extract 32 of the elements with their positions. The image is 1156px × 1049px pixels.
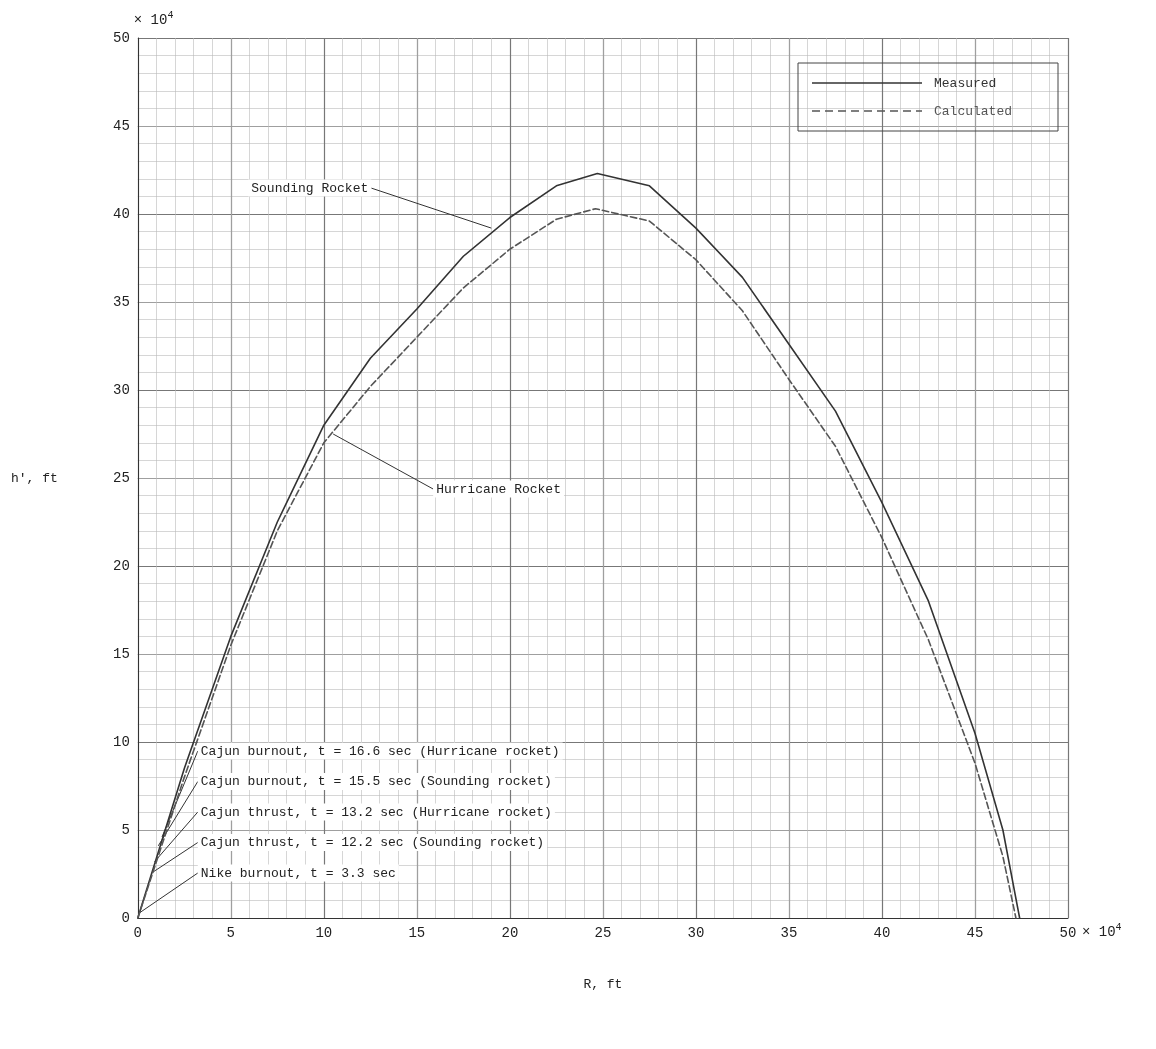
x-tick-label: 0 — [133, 925, 143, 941]
y-tick-label: 35 — [113, 294, 130, 310]
y-tick-label: 30 — [113, 382, 130, 398]
y-axis-title: h', ft — [11, 470, 58, 486]
y-tick-label: 15 — [113, 646, 130, 662]
x-axis-title: R, ft — [583, 977, 623, 992]
x-tick-label: 5 — [226, 925, 236, 941]
annotation: Cajun thrust, t = 12.2 sec (Sounding rocket) — [200, 835, 545, 850]
x-tick-label: 35 — [780, 925, 798, 941]
y-tick-label: 50 — [113, 30, 130, 46]
x-tick-label: 40 — [873, 925, 891, 941]
y-tick-label: 25 — [113, 470, 130, 486]
x-tick-label: 50 — [1059, 925, 1077, 941]
y-tick-label: 10 — [113, 734, 130, 750]
x-tick-label: 25 — [594, 925, 612, 941]
y-tick-label: 40 — [113, 206, 130, 222]
annotation: Sounding Rocket — [251, 180, 369, 196]
x-tick-label: 10 — [315, 925, 333, 941]
annotation: Hurricane Rocket — [436, 481, 561, 497]
annotation: Cajun burnout, t = 16.6 sec (Hurricane rocket) — [200, 743, 560, 759]
text: Measured — [934, 75, 997, 91]
y-tick-label: 0 — [121, 910, 130, 926]
y-tick-label: 45 — [113, 118, 130, 134]
y-tick-label: 5 — [121, 822, 130, 838]
x-tick-label: 20 — [501, 925, 519, 941]
annotation: Cajun burnout, t = 15.5 sec (Sounding rocket) — [200, 774, 552, 789]
x-tick-label: 15 — [408, 925, 426, 941]
x-tick-label: 45 — [966, 925, 984, 941]
annotation: Nike burnout, t = 3.3 sec — [200, 865, 396, 881]
y-tick-label: 20 — [113, 558, 130, 574]
x-tick-label: 30 — [687, 925, 705, 941]
annotation: Cajun thrust, t = 13.2 sec (Hurricane rocket) — [200, 804, 552, 820]
